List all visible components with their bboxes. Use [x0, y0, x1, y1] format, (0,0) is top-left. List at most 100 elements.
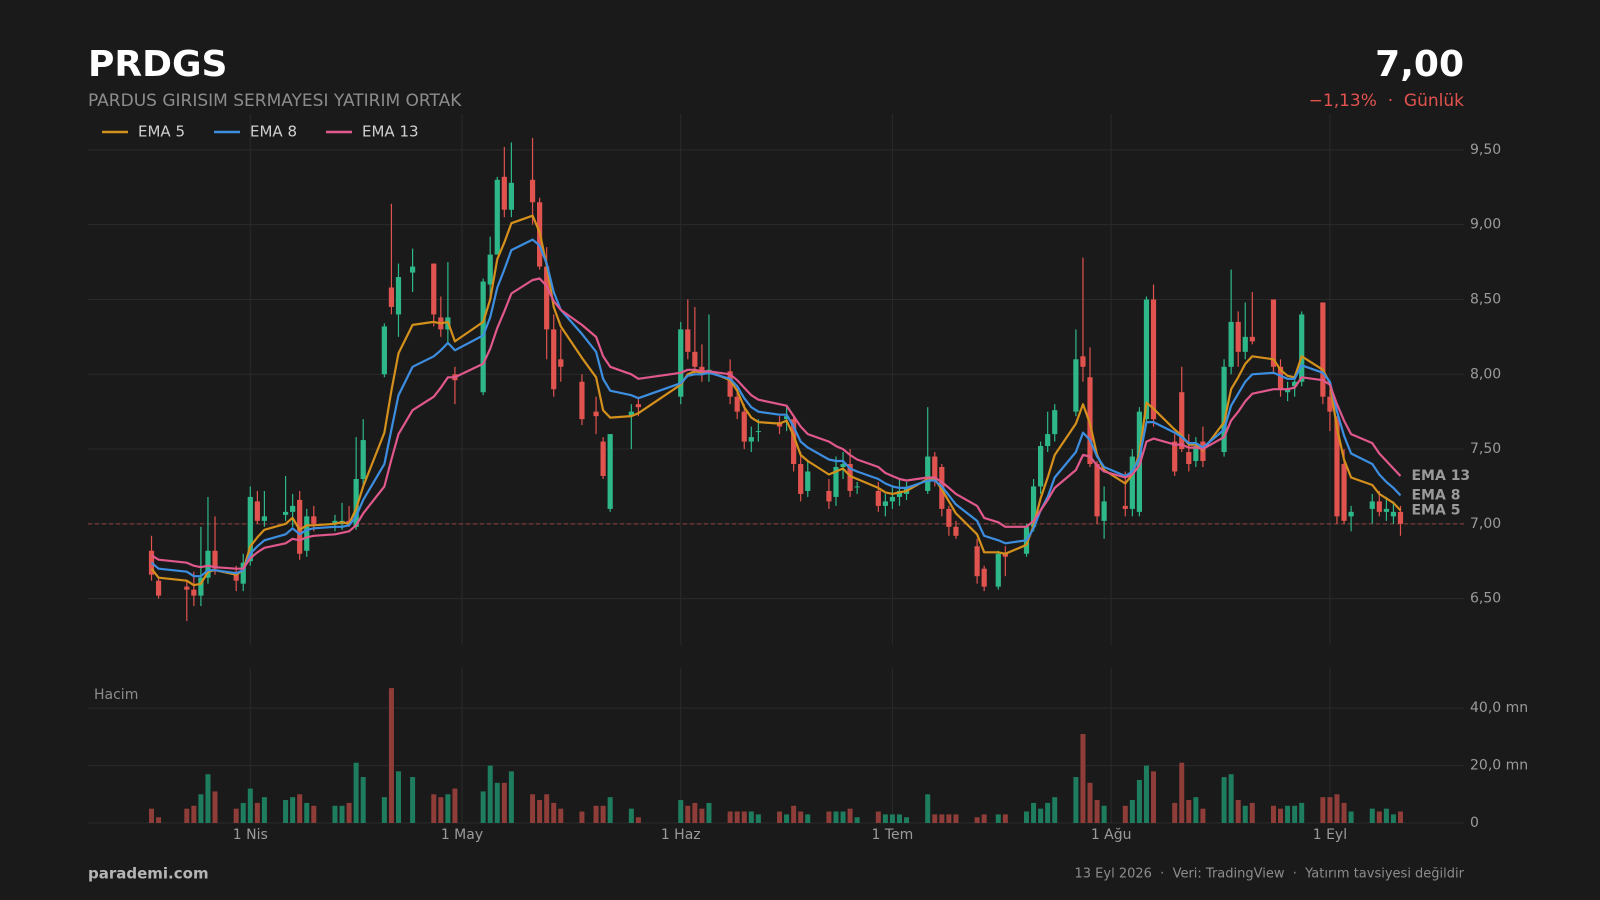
volume-bar: [826, 811, 832, 823]
x-tick-label: 1 Eyl: [1313, 827, 1347, 843]
volume-bar: [953, 814, 959, 823]
candle-body: [685, 329, 691, 352]
volume-bar: [1002, 814, 1008, 823]
volume-bar: [480, 791, 486, 823]
volume-bar: [1200, 808, 1206, 823]
volume-bar: [1031, 802, 1037, 823]
candle-body: [360, 440, 366, 479]
volume-bar: [445, 794, 451, 823]
volume-bar: [1080, 734, 1086, 823]
candle-body: [1235, 321, 1241, 352]
candle-body: [579, 381, 585, 420]
candle-body: [198, 577, 204, 596]
volume-bar: [875, 811, 881, 823]
candle-body: [678, 329, 684, 397]
candle-body: [1242, 336, 1248, 352]
volume-bar: [798, 811, 804, 823]
volume-bar: [1038, 808, 1044, 823]
volume-bar: [381, 797, 387, 823]
volume-bar: [699, 808, 705, 823]
volume-bar: [508, 771, 514, 823]
candle-body: [635, 404, 641, 408]
candle-body: [1348, 511, 1354, 517]
candle-body: [791, 419, 797, 465]
candle-body: [1122, 505, 1128, 509]
volume-bar: [805, 814, 811, 823]
candle-body: [332, 520, 338, 524]
volume-label: Hacim: [94, 687, 138, 703]
candle-body: [854, 486, 860, 488]
volume-bar: [833, 811, 839, 823]
candle-body: [1193, 446, 1199, 462]
legend-label: EMA 8: [250, 123, 297, 141]
candle-body: [932, 456, 938, 479]
volume-bar: [304, 802, 310, 823]
volume-bar: [205, 774, 211, 823]
volume-bar: [297, 794, 303, 823]
volume-bar: [1045, 802, 1051, 823]
volume-bar: [635, 817, 641, 823]
candle-body: [875, 490, 881, 506]
candle-body: [184, 586, 190, 590]
candle-body: [240, 562, 246, 584]
candle-body: [191, 589, 197, 596]
candle-body: [1277, 366, 1284, 390]
candle-body: [734, 396, 740, 412]
volume-bar: [501, 782, 507, 823]
volume-bar: [1376, 811, 1382, 823]
candle-body: [981, 568, 987, 587]
candle-body: [889, 496, 896, 502]
volume-bar: [530, 794, 536, 823]
source: parademi.com: [88, 865, 209, 883]
volume-bar: [494, 782, 500, 823]
candle-body: [974, 546, 980, 577]
candle-body: [1073, 359, 1079, 412]
volume-bar: [882, 814, 888, 823]
volume-bar: [748, 811, 754, 823]
candle-body: [487, 254, 493, 285]
candle-body: [1341, 464, 1347, 521]
volume-bar: [777, 811, 783, 823]
volume-bar: [198, 794, 204, 823]
x-tick-label: 1 Tem: [872, 827, 914, 843]
candle-body: [593, 411, 599, 417]
volume-bar: [847, 808, 853, 823]
volume-bar: [741, 811, 747, 823]
volume-tick-label: 0: [1470, 815, 1479, 831]
candle-body: [1284, 389, 1291, 393]
volume-bar: [600, 805, 606, 823]
volume-bar: [544, 794, 550, 823]
volume-bar: [1193, 797, 1199, 823]
ema-line: [150, 238, 1402, 578]
volume-bar: [410, 777, 416, 823]
candle-body: [431, 263, 437, 315]
x-tick-label: 1 Nis: [233, 827, 268, 843]
volume-bar: [339, 805, 345, 823]
ticker: PRDGS: [88, 44, 227, 85]
candle-body: [501, 176, 507, 210]
last-price: 7,00: [1375, 44, 1464, 85]
volume-bar: [840, 811, 846, 823]
candle-body: [155, 580, 162, 596]
volume-bar: [1369, 808, 1375, 823]
volume-bar: [784, 814, 790, 823]
candle-body: [544, 266, 550, 330]
volume-tick-label: 20,0 mn: [1470, 758, 1528, 774]
volume-tick-label: 40,0 mn: [1470, 700, 1528, 716]
candle-body: [1228, 321, 1234, 367]
candle-body: [233, 571, 239, 581]
volume-bar: [1129, 800, 1135, 823]
candle-body: [409, 266, 416, 273]
volume-bar: [946, 814, 952, 823]
candle-body: [1080, 356, 1086, 367]
volume-bar: [395, 771, 401, 823]
volume-bar: [1320, 797, 1326, 823]
candle-body: [480, 281, 486, 393]
volume-bar: [388, 688, 394, 823]
candle-body: [1101, 501, 1107, 521]
volume-bar: [1270, 805, 1276, 823]
volume-bar: [896, 814, 902, 823]
ema-end-label: EMA 13: [1411, 468, 1470, 484]
candle-body: [1045, 434, 1051, 447]
volume-bar: [925, 794, 931, 823]
